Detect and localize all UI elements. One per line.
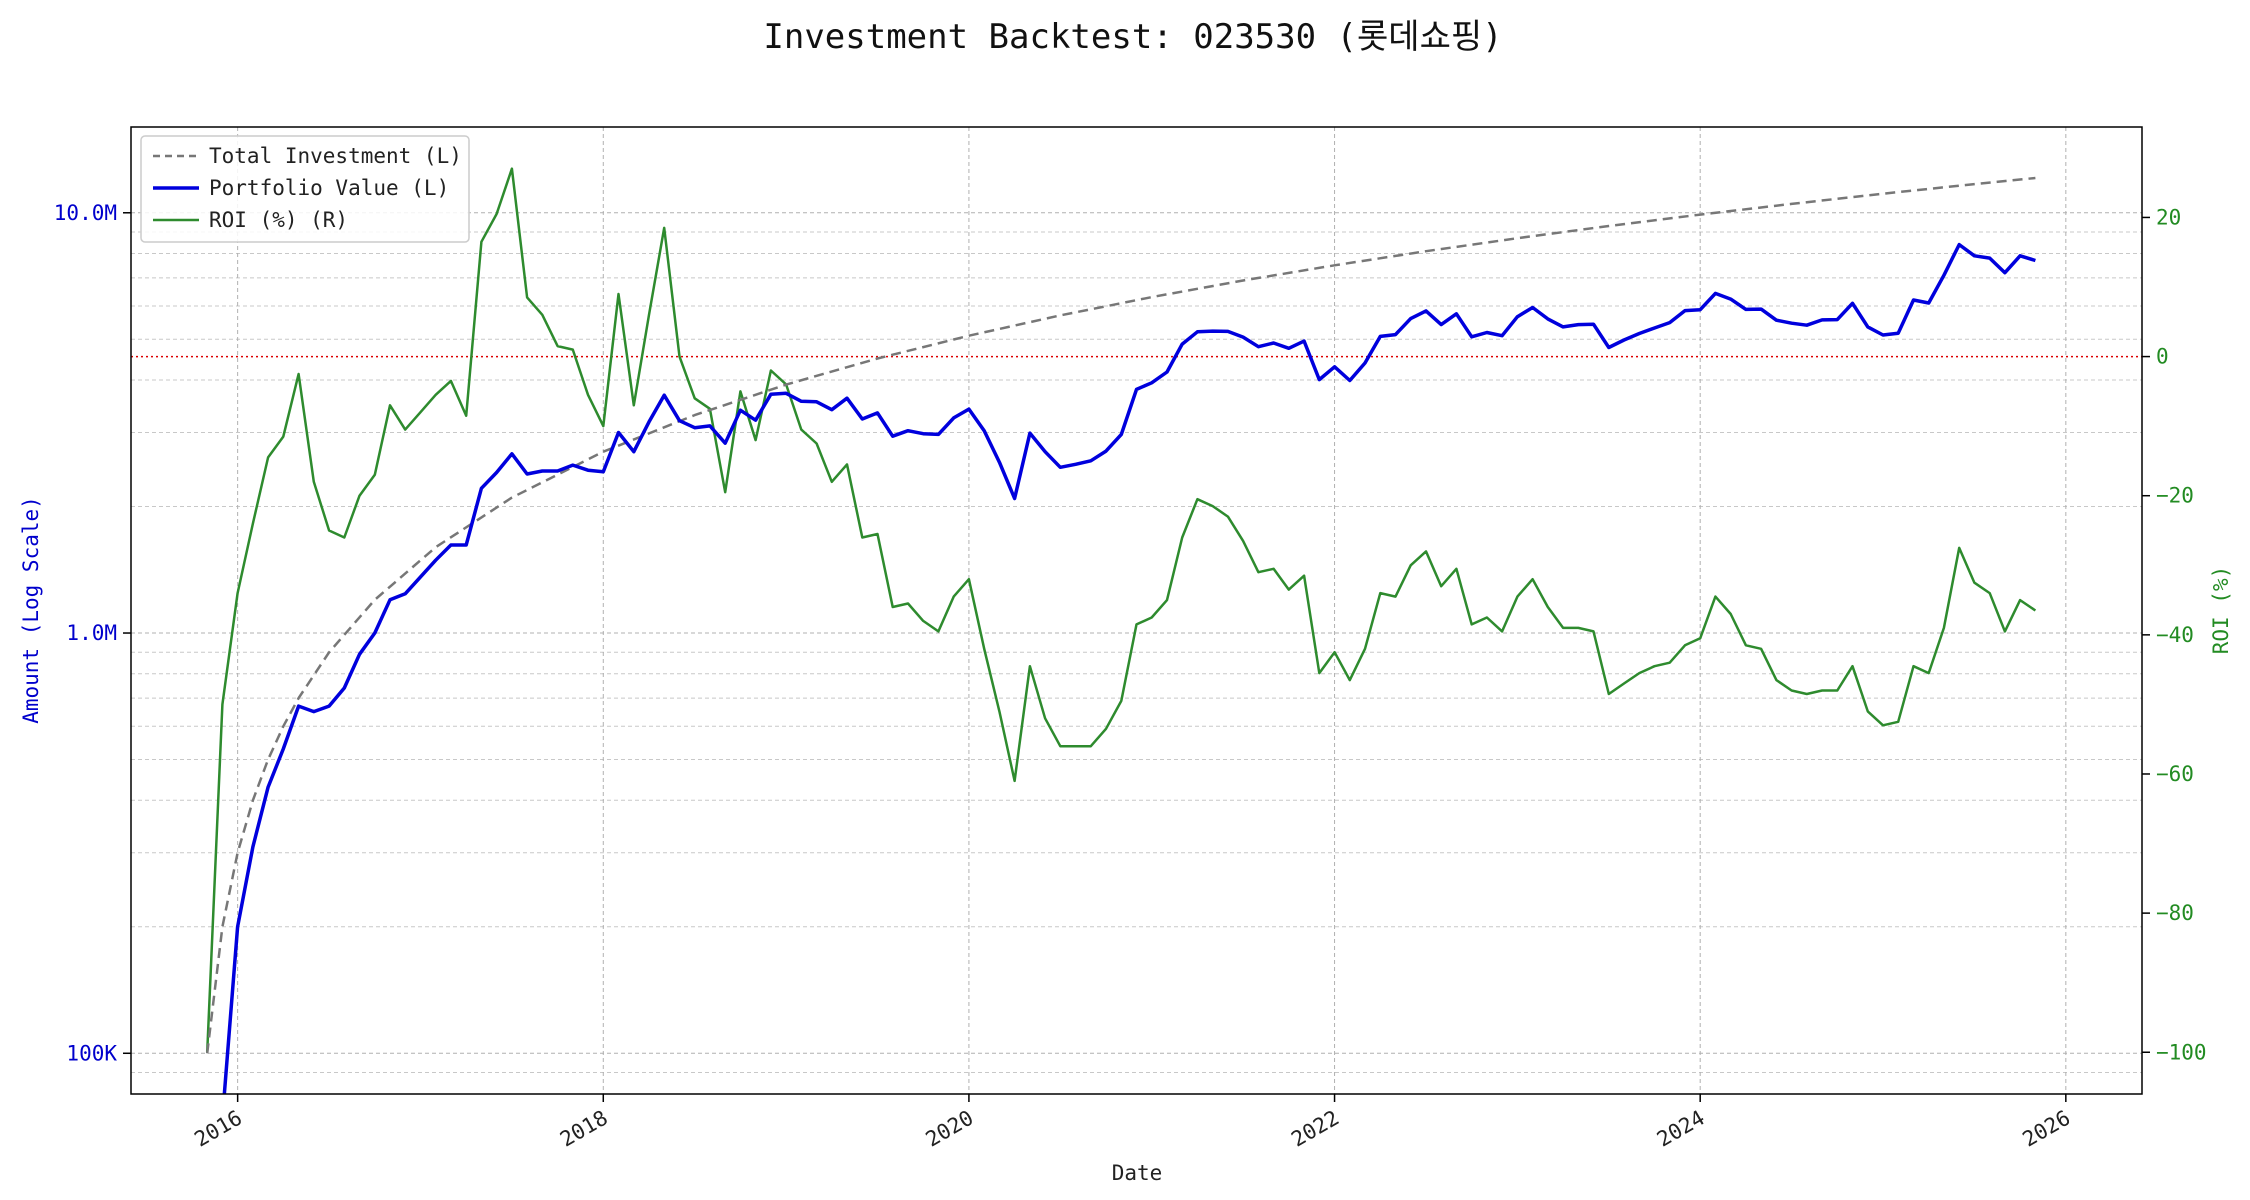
legend: Total Investment (L) Portfolio Value (L) R… (140, 135, 470, 243)
y-left-tick-label: 1.0M (66, 621, 117, 645)
legend-label: Portfolio Value (L) (209, 176, 449, 200)
y-left-tick-label: 100K (66, 1041, 117, 1065)
y-left-axis-label: Amount (Log Scale) (19, 496, 43, 724)
x-axis-label: Date (1112, 1161, 1163, 1185)
y-right-tick-label: −100 (2156, 1040, 2207, 1064)
y-right-tick-label: 0 (2156, 345, 2169, 369)
legend-label: ROI (%) (R) (209, 208, 348, 232)
roi-line (205, 167, 2037, 1053)
legend-box (140, 135, 470, 243)
legend-label: Total Investment (L) (209, 144, 462, 168)
portfolio-value-line (222, 242, 2036, 1094)
y-right-tick-label: −80 (2156, 901, 2194, 925)
y-right-tick-label: −20 (2156, 484, 2194, 508)
chart-title: Investment Backtest: 023530 (롯데쇼핑) (763, 17, 1502, 57)
y-right-tick-label: 20 (2156, 205, 2181, 229)
y-right-tick-label: −40 (2156, 623, 2194, 647)
y-right-axis-label: ROI (%) (2209, 566, 2233, 655)
y-right-tick-label: −60 (2156, 762, 2194, 786)
series-group (131, 167, 2142, 1094)
y-left-tick-label: 10.0M (54, 201, 117, 225)
plot-frame (130, 126, 2143, 1095)
total-investment-line (205, 176, 2036, 1054)
